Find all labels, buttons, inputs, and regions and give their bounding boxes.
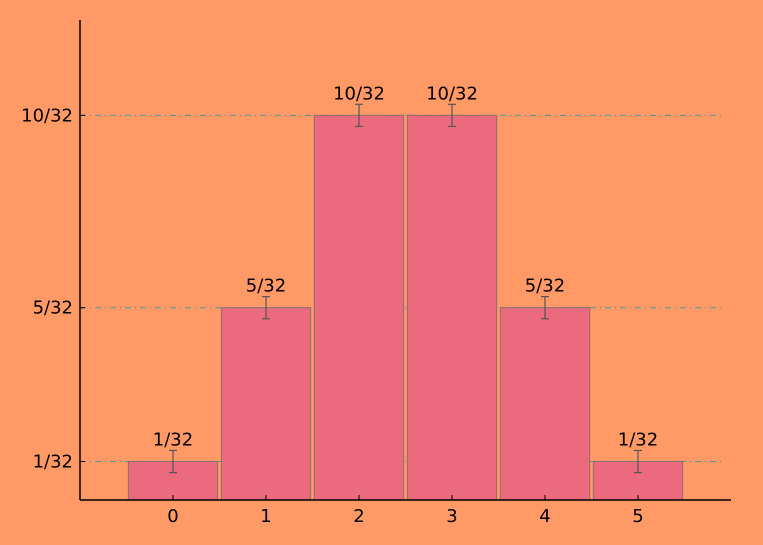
error-bar-0 <box>169 449 177 474</box>
axes-layer <box>79 20 731 501</box>
data-label-4: 5/32 <box>525 276 565 297</box>
x-tick-label-2: 2 <box>353 506 364 527</box>
bar-2 <box>313 114 405 501</box>
data-label-2: 10/32 <box>333 83 385 104</box>
bar-4 <box>499 307 591 501</box>
error-bar-2 <box>355 103 363 128</box>
x-tick-label-1: 1 <box>260 506 271 527</box>
y-tick-label-1: 5/32 <box>33 298 73 319</box>
bars-layer <box>127 114 684 501</box>
data-labels-layer: 1/32 5/32 10/32 10/32 5/32 1/32 <box>153 83 658 450</box>
error-bars-layer <box>169 103 642 474</box>
bar-3 <box>406 114 498 501</box>
y-tick-label-0: 1/32 <box>33 452 73 473</box>
x-tick-label-4: 4 <box>539 506 550 527</box>
error-bar-4 <box>541 296 549 320</box>
error-bar-3 <box>448 103 456 128</box>
x-tick-label-3: 3 <box>446 506 457 527</box>
x-tick-label-0: 0 <box>167 506 178 527</box>
data-label-1: 5/32 <box>246 276 286 297</box>
data-label-3: 10/32 <box>426 83 478 104</box>
bar-1 <box>220 307 312 501</box>
data-label-5: 1/32 <box>618 429 658 450</box>
x-tick-label-5: 5 <box>632 506 643 527</box>
tick-labels-layer: 0 1 2 3 4 5 1/32 5/32 10/32 <box>21 105 644 527</box>
y-tick-label-2: 10/32 <box>21 105 73 126</box>
error-bar-1 <box>262 296 270 320</box>
error-bar-5 <box>634 449 642 474</box>
data-label-0: 1/32 <box>153 429 193 450</box>
